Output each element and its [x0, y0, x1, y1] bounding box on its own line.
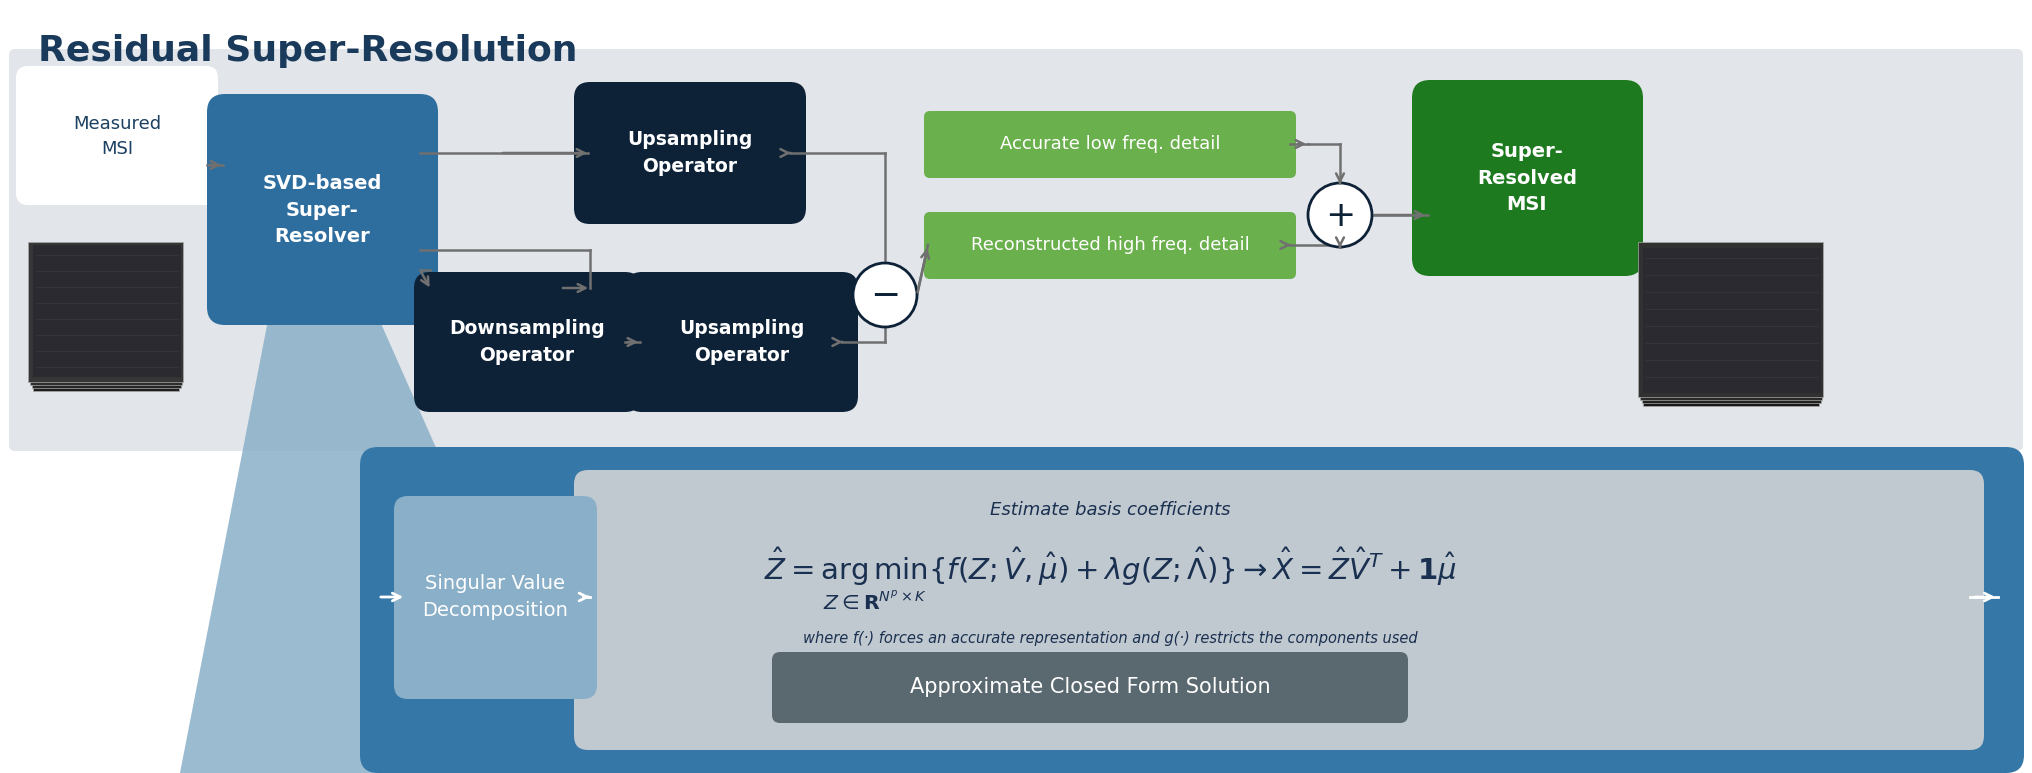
FancyBboxPatch shape [30, 245, 181, 385]
FancyBboxPatch shape [394, 496, 597, 699]
FancyBboxPatch shape [207, 94, 439, 325]
FancyBboxPatch shape [1638, 242, 1823, 397]
Text: Estimate basis coefficients: Estimate basis coefficients [990, 501, 1229, 519]
Text: Super-
Resolved
MSI: Super- Resolved MSI [1477, 142, 1577, 214]
Text: Measured
MSI: Measured MSI [73, 114, 161, 158]
FancyBboxPatch shape [33, 251, 179, 391]
Text: Singular Value
Decomposition: Singular Value Decomposition [423, 574, 567, 620]
Text: Upsampling
Operator: Upsampling Operator [679, 319, 805, 365]
FancyBboxPatch shape [33, 248, 181, 388]
FancyBboxPatch shape [925, 111, 1296, 178]
FancyBboxPatch shape [1412, 80, 1644, 276]
Text: Accurate low freq. detail: Accurate low freq. detail [1000, 135, 1221, 153]
FancyBboxPatch shape [1644, 251, 1819, 406]
FancyBboxPatch shape [1642, 248, 1821, 403]
FancyBboxPatch shape [360, 447, 2024, 773]
FancyBboxPatch shape [28, 242, 183, 382]
Text: Residual Super-Resolution: Residual Super-Resolution [39, 34, 577, 68]
Text: −: − [870, 279, 900, 313]
Text: Reconstructed high freq. detail: Reconstructed high freq. detail [971, 236, 1250, 254]
Circle shape [1309, 183, 1372, 247]
Polygon shape [181, 310, 579, 773]
FancyBboxPatch shape [573, 470, 1983, 750]
Text: Upsampling
Operator: Upsampling Operator [628, 130, 752, 175]
FancyBboxPatch shape [626, 272, 858, 412]
Text: Approximate Closed Form Solution: Approximate Closed Form Solution [910, 677, 1270, 697]
Text: Downsampling
Operator: Downsampling Operator [449, 319, 606, 365]
Text: where f(·) forces an accurate representation and g(·) restricts the components u: where f(·) forces an accurate representa… [803, 631, 1416, 645]
FancyBboxPatch shape [8, 49, 2024, 451]
Text: +: + [1325, 199, 1355, 233]
FancyBboxPatch shape [33, 245, 181, 377]
FancyBboxPatch shape [925, 212, 1296, 279]
FancyBboxPatch shape [1640, 245, 1823, 400]
FancyBboxPatch shape [573, 82, 807, 224]
Text: $\hat{Z} = \underset{Z \in \mathbf{R}^{N^p \times K}}{\mathrm{arg\,min}}\{f(Z;\h: $\hat{Z} = \underset{Z \in \mathbf{R}^{N… [764, 545, 1457, 611]
FancyBboxPatch shape [16, 66, 217, 205]
FancyBboxPatch shape [415, 272, 640, 412]
Circle shape [853, 263, 916, 327]
FancyBboxPatch shape [1644, 248, 1821, 393]
Text: SVD-based
Super-
Resolver: SVD-based Super- Resolver [262, 174, 382, 246]
FancyBboxPatch shape [772, 652, 1408, 723]
